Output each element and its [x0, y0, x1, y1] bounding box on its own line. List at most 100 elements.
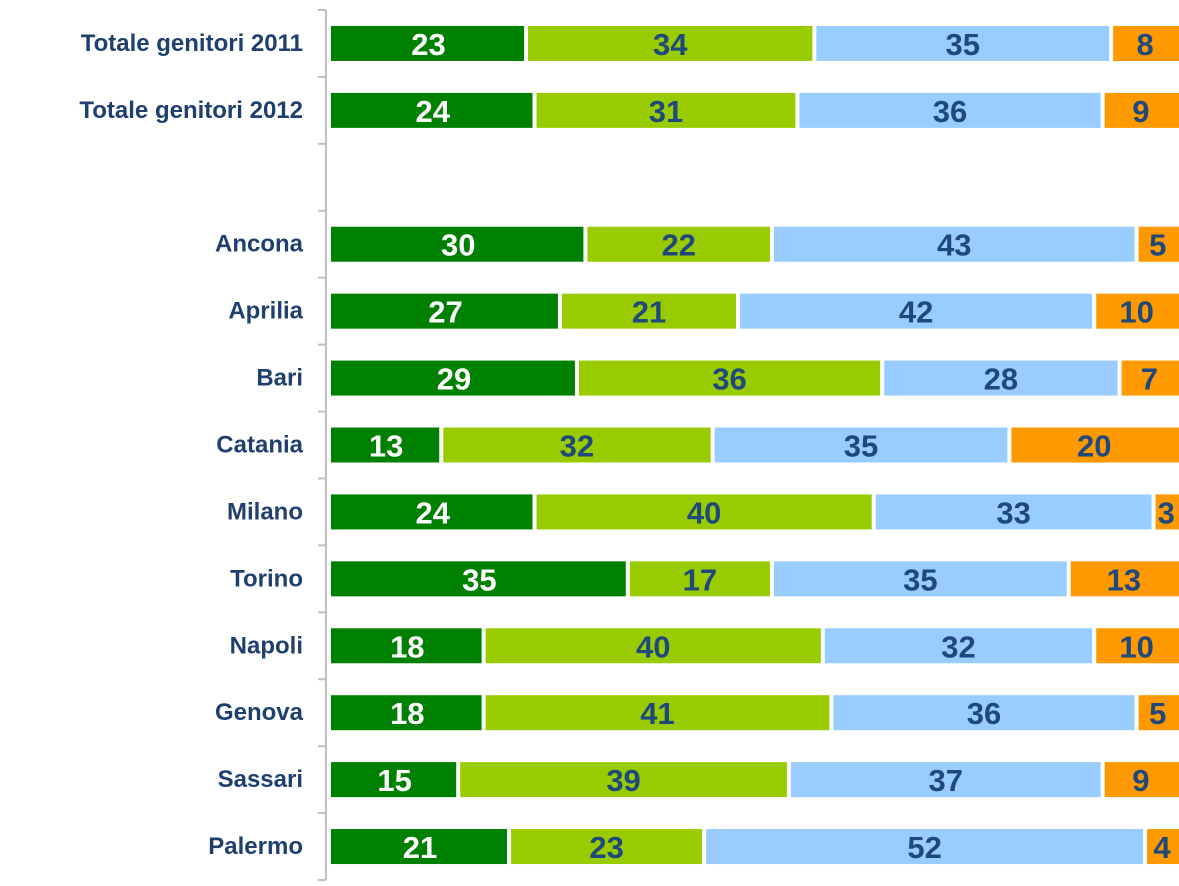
bar-segment: [331, 92, 533, 128]
category-label: Catania: [216, 432, 303, 459]
value-label: 35: [844, 429, 878, 464]
category-label: Milano: [227, 498, 303, 525]
category-label: Totale genitori 2012: [79, 97, 303, 124]
bar-segment: [740, 293, 1093, 329]
bar-segment: [460, 762, 787, 798]
value-label: 4: [1153, 830, 1171, 865]
bar-segment: [331, 494, 533, 530]
bar-segment: [1138, 226, 1179, 262]
bar-segment: [536, 494, 872, 530]
value-label: 10: [1119, 629, 1153, 664]
value-label: 24: [416, 495, 451, 530]
category-label: Sassari: [218, 766, 303, 793]
bar-segment: [773, 561, 1067, 597]
value-label: 29: [437, 362, 471, 397]
value-label: 23: [411, 27, 445, 62]
bar-segment: [799, 92, 1101, 128]
value-label: 7: [1141, 362, 1158, 397]
bar-segment: [1096, 628, 1179, 664]
bar-segment: [331, 762, 457, 798]
value-label: 35: [946, 27, 980, 62]
value-label: 21: [632, 295, 666, 330]
value-label: 20: [1077, 429, 1111, 464]
bar-segment: [485, 695, 830, 731]
value-label: 36: [712, 362, 746, 397]
value-label: 35: [462, 562, 496, 597]
bar-segment: [1070, 561, 1179, 597]
bar-segment: [1104, 92, 1179, 128]
value-label: 27: [428, 295, 462, 330]
value-label: 21: [403, 830, 437, 865]
category-label: Torino: [230, 565, 303, 592]
bar-segment: [1121, 360, 1179, 396]
category-label: Aprilia: [228, 298, 303, 325]
value-label: 30: [441, 228, 475, 263]
bar-segment: [1011, 427, 1179, 463]
bar-segment: [331, 360, 575, 396]
value-label: 10: [1119, 295, 1153, 330]
bar-segment: [1104, 762, 1179, 798]
value-label: 9: [1132, 94, 1149, 129]
value-label: 32: [941, 629, 975, 664]
bar-segment: [1113, 25, 1179, 61]
bar-segment: [443, 427, 711, 463]
value-label: 41: [640, 696, 674, 731]
value-label: 34: [653, 27, 688, 62]
category-label: Napoli: [230, 632, 303, 659]
bar-segment: [816, 25, 1110, 61]
bar-segment: [561, 293, 737, 329]
value-label: 24: [416, 94, 451, 129]
value-label: 15: [377, 763, 411, 798]
bar-segment: [331, 293, 558, 329]
value-label: 3: [1158, 495, 1175, 530]
bar-segment: [485, 628, 821, 664]
value-label: 17: [683, 562, 717, 597]
value-label: 32: [560, 429, 594, 464]
bar-segment: [773, 226, 1135, 262]
bar-segment: [536, 92, 796, 128]
bar-segment: [884, 360, 1118, 396]
bar-segment: [790, 762, 1101, 798]
bar-segment: [824, 628, 1093, 664]
category-label: Totale genitori 2011: [81, 30, 303, 57]
bar-segment: [511, 829, 703, 865]
bar-segment: [331, 226, 584, 262]
value-label: 35: [903, 562, 937, 597]
bar-segment: [331, 427, 440, 463]
value-label: 23: [589, 830, 623, 865]
bar-segment: [1096, 293, 1179, 329]
value-label: 13: [1107, 562, 1141, 597]
bar-segment: [331, 561, 626, 597]
value-label: 8: [1136, 27, 1153, 62]
bar-segment: [1138, 695, 1179, 731]
value-label: 37: [929, 763, 963, 798]
value-label: 42: [899, 295, 933, 330]
bar-segment: [331, 695, 482, 731]
category-label: Genova: [215, 699, 304, 726]
value-label: 5: [1149, 228, 1166, 263]
value-label: 28: [984, 362, 1018, 397]
category-label: Bari: [256, 365, 303, 392]
category-label: Ancona: [215, 231, 304, 258]
bar-segment: [1155, 494, 1179, 530]
bar-segment: [331, 829, 508, 865]
value-label: 40: [687, 495, 721, 530]
value-label: 36: [933, 94, 967, 129]
bar-segment: [331, 628, 482, 664]
value-label: 9: [1132, 763, 1149, 798]
value-label: 52: [907, 830, 941, 865]
bar-segment: [714, 427, 1008, 463]
bar-segment: [1147, 829, 1179, 865]
bar-segment: [706, 829, 1144, 865]
value-label: 5: [1149, 696, 1166, 731]
value-label: 36: [967, 696, 1001, 731]
value-label: 13: [369, 429, 403, 464]
bar-segment: [587, 226, 770, 262]
value-label: 18: [390, 696, 424, 731]
value-label: 43: [937, 228, 971, 263]
category-label: Palermo: [208, 833, 303, 860]
value-label: 39: [606, 763, 640, 798]
value-label: 31: [649, 94, 683, 129]
value-label: 22: [661, 228, 695, 263]
